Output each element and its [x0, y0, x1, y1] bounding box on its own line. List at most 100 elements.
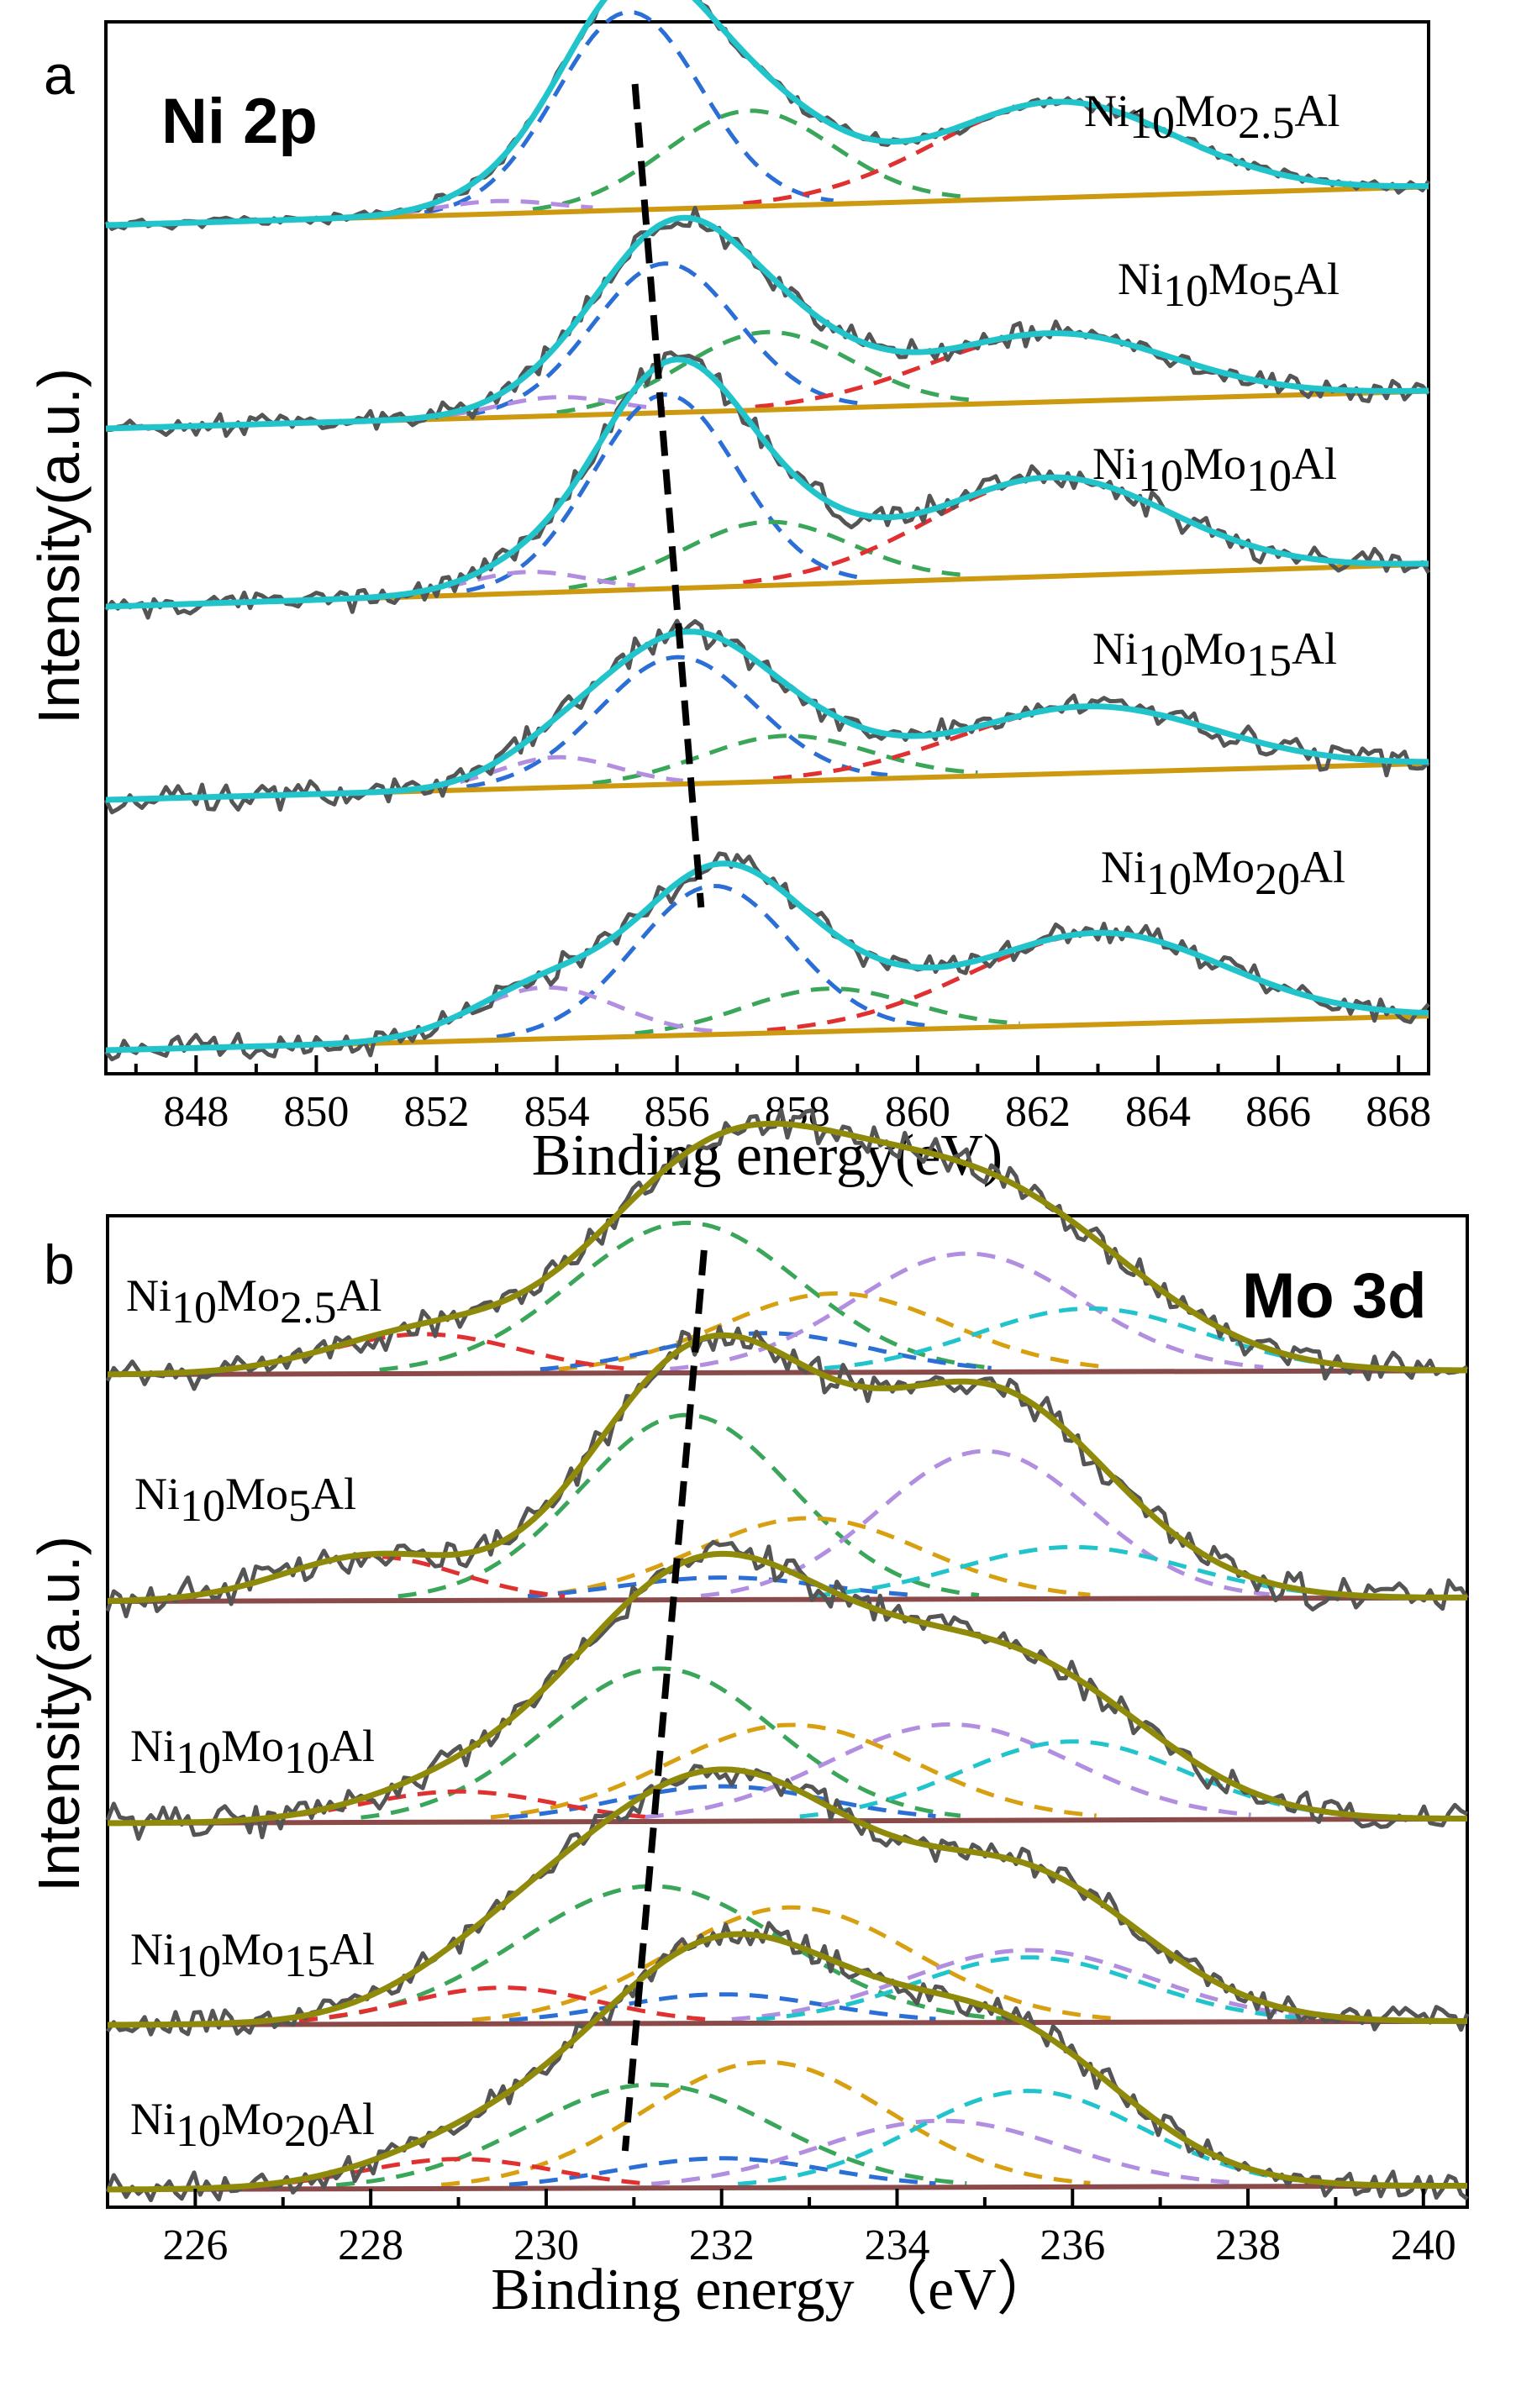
sample-label-part: Ni: [1101, 842, 1146, 892]
x-tick-label: 862: [1005, 1088, 1071, 1136]
component-peak-4: [700, 1448, 1270, 1598]
component-peak-3: [508, 2156, 936, 2187]
sample-label-part: Mo: [225, 1469, 288, 1519]
sample-label-part: Ni: [130, 2094, 176, 2144]
sample-label: Ni10Mo5Al: [1118, 254, 1340, 316]
panel-a-frame: [104, 20, 1430, 1075]
raw-spectrum: [103, 618, 1430, 815]
fit-envelope: [105, 628, 1429, 803]
sample-label-part: 20: [284, 2106, 329, 2156]
background-line: [107, 1816, 1468, 1826]
background-line: [107, 1595, 1468, 1604]
sample-label-part: Al: [329, 1721, 375, 1771]
sample-label-part: Mo: [217, 1270, 280, 1321]
component-peak-1: [379, 1220, 992, 1372]
x-tick-label: 848: [163, 1088, 229, 1136]
sample-label: Ni10Mo2.5Al: [1084, 86, 1340, 148]
sample-label: Ni10Mo20Al: [1101, 842, 1345, 904]
sample-label-part: Al: [1292, 623, 1337, 674]
series-Ni10Mo10Al: [105, 1539, 1469, 1841]
component-peak-4: [448, 395, 666, 418]
sample-label-part: Al: [329, 2094, 375, 2144]
background-line: [107, 1368, 1468, 1377]
sample-label-part: 10: [176, 1732, 221, 1783]
component-peak-3: [772, 704, 1399, 781]
fit-envelope: [107, 1120, 1468, 1378]
sample-label: Ni10Mo15Al: [1092, 623, 1337, 686]
component-peak-2: [440, 2059, 1091, 2187]
sample-label-part: 10: [1138, 635, 1183, 686]
background-line: [107, 2183, 1468, 2192]
panel-a-letter: a: [44, 44, 75, 106]
series-Ni10Mo2.5Al: [104, 0, 1431, 231]
x-tick-label: 850: [283, 1088, 349, 1136]
component-peak-2: [471, 1905, 1116, 2022]
component-peak-2: [490, 1722, 1097, 1820]
sample-label-part: 15: [284, 1936, 329, 1986]
component-peak-5: [824, 1306, 1356, 1370]
component-peak-5: [799, 1739, 1345, 1819]
panel-b: b Mo 3d Binding energy （eV） Intensity(a.…: [26, 1107, 1470, 2322]
sample-label-part: Al: [329, 1924, 375, 1974]
x-tick-label: 234: [864, 2221, 929, 2269]
peak-shift-guide: [621, 1249, 708, 2152]
component-peak-1: [466, 261, 864, 418]
series-Ni10Mo20Al: [104, 851, 1430, 1062]
x-tick-label: 852: [404, 1088, 470, 1136]
sample-label-part: Al: [337, 1270, 382, 1321]
component-peak-5: [812, 1544, 1332, 1598]
x-tick-label: 854: [524, 1088, 590, 1136]
sample-label-part: 10: [1129, 97, 1175, 148]
component-peak-2: [558, 1291, 1109, 1371]
sample-label-part: Al: [1294, 254, 1340, 304]
fit-envelope: [107, 1332, 1467, 1604]
sample-label-part: 15: [1246, 635, 1292, 686]
x-tick-label: 238: [1215, 2221, 1281, 2269]
sample-label-part: 10: [1163, 266, 1208, 316]
x-tick-label: 866: [1245, 1088, 1311, 1136]
sample-label: Ni10Mo20Al: [130, 2094, 375, 2156]
component-peak-4: [650, 2118, 1233, 2186]
sample-label-part: Mo: [221, 1721, 284, 1771]
sample-label-part: Ni: [134, 1469, 180, 1519]
panel-b-xlabel: Binding energy （eV）: [491, 2258, 1055, 2322]
fit-envelope: [105, 860, 1429, 1054]
x-tick-label: 868: [1366, 1088, 1431, 1136]
panel-a-title: Ni 2p: [161, 86, 318, 157]
x-tick-label: 226: [162, 2221, 228, 2269]
sample-label-part: Ni: [130, 1721, 176, 1771]
sample-label-part: 10: [284, 1732, 329, 1783]
series-Ni10Mo15Al: [103, 618, 1430, 815]
sample-label: Ni10Mo15Al: [130, 1924, 375, 1986]
component-peak-3: [743, 475, 1357, 585]
component-peak-4: [429, 754, 684, 790]
component-peak-4: [731, 1948, 1326, 2022]
component-peak-2: [568, 519, 966, 591]
component-peak-1: [424, 9, 834, 215]
component-peak-4: [645, 1722, 1251, 1820]
panel-b-letter: b: [44, 1233, 75, 1296]
sample-label-part: 10: [176, 2106, 221, 2156]
component-peak-3: [540, 1331, 992, 1372]
sample-label-part: Ni: [126, 1270, 171, 1321]
raw-spectrum: [105, 206, 1430, 439]
sample-label-part: Mo: [1208, 254, 1271, 304]
sample-label: Ni10Mo10Al: [1092, 439, 1337, 501]
component-peak-2: [634, 986, 1020, 1036]
fit-envelope: [105, 214, 1429, 432]
x-tick-label: 856: [645, 1088, 710, 1136]
sample-label-part: Al: [1292, 439, 1337, 489]
component-peak-6: [298, 1985, 708, 2023]
component-peak-1: [466, 392, 864, 593]
panel-b-title: Mo 3d: [1242, 1260, 1427, 1332]
sample-label-part: Ni: [1118, 254, 1163, 304]
x-tick-label: 240: [1391, 2221, 1456, 2269]
component-peak-2: [527, 1516, 1091, 1599]
x-tick-label: 228: [338, 2221, 403, 2269]
component-peak-1: [466, 655, 888, 789]
sample-label-part: 5: [1271, 266, 1294, 316]
sample-label-part: Ni: [1092, 439, 1138, 489]
peak-shift-guide: [631, 83, 705, 908]
component-peak-1: [397, 1412, 980, 1599]
